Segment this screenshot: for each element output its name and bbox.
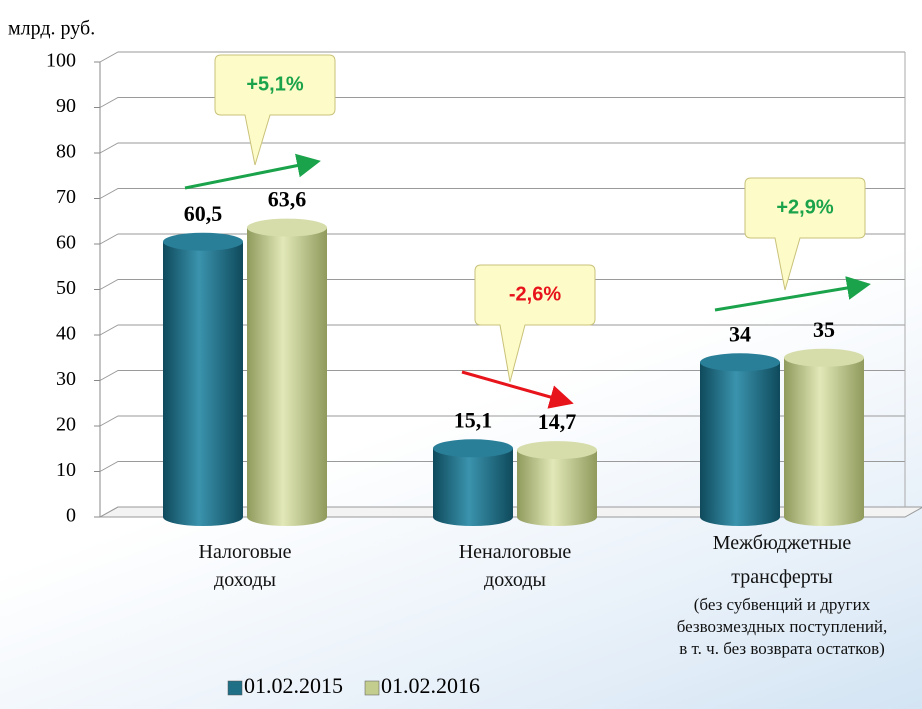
y-tick-label: 80 bbox=[56, 141, 76, 163]
y-tick-label: 30 bbox=[56, 368, 76, 390]
grid-line bbox=[99, 415, 905, 427]
data-label: 15,1 bbox=[454, 407, 493, 432]
x-tick-label: Межбюджетные трансферты (без субвенций и … bbox=[662, 526, 902, 660]
category-name: Межбюджетные трансферты bbox=[712, 532, 852, 588]
bar-top bbox=[163, 232, 243, 251]
grid-line bbox=[99, 506, 905, 518]
legend-label: 01.02.2015 bbox=[244, 673, 343, 698]
y-tick-label: 60 bbox=[56, 232, 76, 254]
bar-body bbox=[433, 448, 513, 526]
bar-top bbox=[247, 218, 327, 237]
data-label: 34 bbox=[729, 321, 751, 346]
bar bbox=[700, 353, 780, 526]
grid-line bbox=[99, 51, 905, 63]
trend-arrow bbox=[184, 153, 321, 190]
grid-line bbox=[99, 97, 905, 108]
bar-body bbox=[700, 362, 780, 526]
data-label: 60,5 bbox=[184, 201, 223, 226]
bar bbox=[784, 348, 864, 526]
y-axis-label: млрд. руб. bbox=[8, 18, 95, 40]
category-name: Неналоговые доходы bbox=[458, 541, 572, 591]
bar bbox=[517, 441, 597, 526]
grid-line bbox=[99, 233, 905, 245]
data-label: 35 bbox=[813, 317, 835, 342]
bar bbox=[163, 232, 243, 526]
data-label: 63,6 bbox=[268, 187, 307, 212]
trend-arrow bbox=[461, 370, 574, 409]
y-tick-label: 90 bbox=[56, 95, 76, 117]
bar-top bbox=[700, 353, 780, 372]
x-tick-label: Неналоговые доходы bbox=[395, 538, 635, 594]
y-tick-label: 10 bbox=[56, 459, 76, 481]
grid-line bbox=[99, 279, 905, 290]
bar-body bbox=[784, 357, 864, 526]
bar-body bbox=[247, 227, 327, 526]
grid-line bbox=[99, 370, 905, 381]
callout-text: +5,1% bbox=[246, 73, 303, 95]
bar-top bbox=[784, 348, 864, 367]
grid-line bbox=[99, 461, 905, 472]
grid-line bbox=[99, 142, 905, 154]
bar bbox=[433, 439, 513, 526]
bar bbox=[247, 218, 327, 526]
y-tick-label: 70 bbox=[56, 186, 76, 208]
bar-top bbox=[517, 441, 597, 460]
legend-label: 01.02.2016 bbox=[381, 673, 480, 698]
y-tick-label: 40 bbox=[56, 323, 76, 345]
y-tick-label: 50 bbox=[56, 277, 76, 299]
y-tick-label: 20 bbox=[56, 414, 76, 436]
data-label: 14,7 bbox=[538, 409, 577, 434]
bar-top bbox=[433, 439, 513, 458]
bar-body bbox=[163, 241, 243, 526]
callout bbox=[214, 54, 336, 166]
callout-text: -2,6% bbox=[509, 283, 561, 305]
category-note: (без субвенций и других безвозмездных по… bbox=[676, 595, 888, 658]
grid-line bbox=[99, 188, 905, 199]
x-tick-label: Налоговые доходы bbox=[125, 538, 365, 594]
grid-line bbox=[99, 324, 905, 336]
callout-text: +2,9% bbox=[776, 196, 833, 218]
legend-swatch bbox=[227, 680, 243, 696]
callout bbox=[474, 264, 596, 383]
y-tick-label: 100 bbox=[46, 50, 76, 72]
category-name: Налоговые доходы bbox=[198, 541, 292, 591]
y-tick-label: 0 bbox=[66, 505, 76, 527]
legend-swatch bbox=[364, 680, 380, 696]
trend-arrow bbox=[714, 276, 871, 312]
callout bbox=[744, 177, 866, 291]
bar-body bbox=[517, 450, 597, 526]
